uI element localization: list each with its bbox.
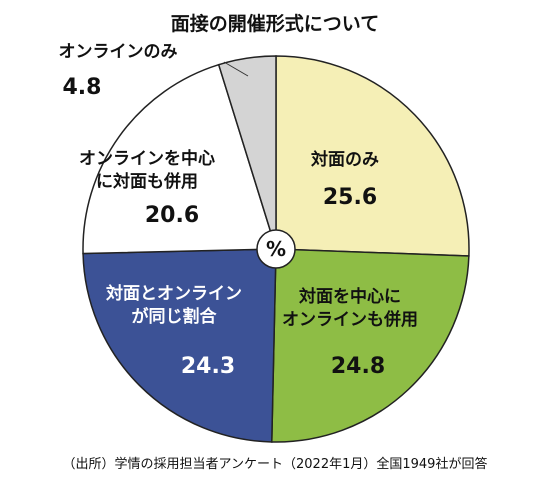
pie-slice	[82, 248, 277, 443]
unit-label: %	[266, 237, 286, 261]
slice-labels: 対面のみ 25.6 対面を中心にオンラインも併用 24.8 対面とオンラインが同じ割合 2…	[59, 42, 419, 379]
slice-value-label: 25.6	[323, 185, 377, 210]
slice-label: 対面のみ	[310, 149, 379, 170]
pie-slice	[217, 55, 277, 250]
center-unit-badge	[256, 229, 296, 269]
slice-value-label: 24.8	[331, 354, 385, 379]
source-note: （出所）学情の採用担当者アンケート（2022年1月）全国1949社が回答	[63, 456, 488, 472]
slice-label: オンラインを中心に対面も併用	[79, 148, 215, 192]
pie-slice	[82, 63, 278, 255]
chart-title: 面接の開催形式について	[171, 12, 379, 35]
pie-slice	[275, 55, 470, 257]
slice-value-label: 24.3	[181, 354, 235, 379]
pie-slices	[82, 55, 470, 443]
slice-value-label: 20.6	[145, 203, 199, 228]
slice-value-label: 4.8	[63, 75, 102, 100]
slice-label: 対面を中心にオンラインも併用	[282, 286, 418, 330]
leader-line	[223, 61, 249, 77]
slice-label: オンラインのみ	[59, 42, 178, 62]
pie-slice	[270, 248, 470, 443]
slice-label: 対面とオンラインが同じ割合	[105, 283, 242, 327]
